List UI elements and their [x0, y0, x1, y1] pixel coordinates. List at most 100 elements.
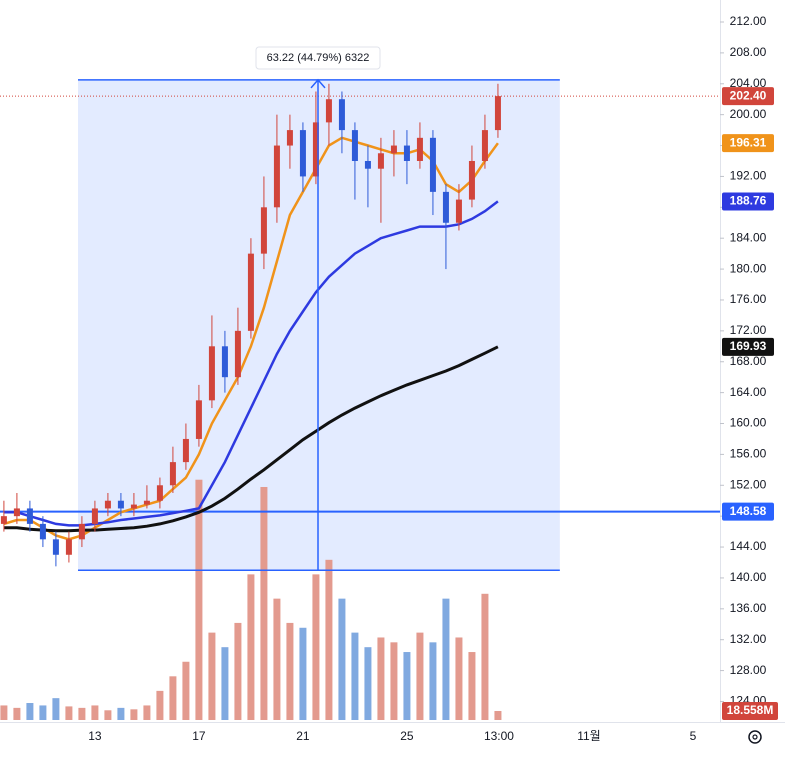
price-label-box: [722, 337, 774, 356]
volume-bar: [429, 642, 437, 720]
volume-bar: [221, 647, 229, 720]
candle-body: [52, 539, 59, 555]
volume-bar: [247, 574, 255, 720]
volume-bar: [351, 632, 359, 720]
volume-bar: [286, 622, 294, 720]
candle-body: [377, 153, 384, 169]
y-tick-label: 164.00: [730, 385, 767, 399]
candle-body: [221, 346, 228, 378]
y-tick-label: 128.00: [730, 663, 767, 677]
candle-body: [143, 500, 150, 505]
price-label: 202.40: [730, 88, 767, 102]
volume-bar: [195, 479, 203, 720]
volume-bar: [65, 706, 73, 720]
x-tick-label: 25: [400, 729, 414, 743]
price-label: 196.31: [730, 135, 767, 149]
candle-body: [104, 500, 111, 509]
volume-bar: [104, 710, 112, 720]
moving-average: [3, 345, 499, 533]
volume-bar: [78, 707, 86, 720]
y-tick-label: 136.00: [730, 601, 767, 615]
volume-bar: [494, 710, 502, 720]
x-tick-label: 17: [192, 729, 206, 743]
volume-bar: [39, 705, 47, 720]
volume-bar: [455, 637, 463, 720]
y-tick-label: 204.00: [730, 76, 767, 90]
volume-bar: [182, 661, 190, 720]
y-tick-label: 156.00: [730, 447, 767, 461]
price-label-box: [722, 192, 774, 211]
x-tick-label: 11월: [577, 729, 601, 743]
volume-bar: [377, 637, 385, 720]
volume-bar: [390, 642, 398, 720]
candle-body: [13, 508, 20, 517]
y-tick-label: 208.00: [730, 45, 767, 59]
price-label-box: [722, 134, 774, 153]
y-tick-label: 132.00: [730, 632, 767, 646]
price-label-box: [722, 87, 774, 106]
y-tick-label: 152.00: [730, 477, 767, 491]
volume-bar: [325, 559, 333, 720]
y-tick-label: 172.00: [730, 323, 767, 337]
y-tick-label: 140.00: [730, 570, 767, 584]
candle-body: [390, 145, 397, 154]
price-label: 169.93: [730, 339, 767, 353]
candle-body: [78, 523, 85, 540]
y-tick-label: 168.00: [730, 354, 767, 368]
settings-icon[interactable]: [748, 730, 762, 744]
candle-body: [455, 199, 462, 223]
y-tick-label: 212.00: [730, 14, 767, 28]
gear-center[interactable]: [752, 734, 758, 740]
candle-body: [325, 99, 332, 123]
volume-bar: [117, 707, 125, 720]
y-tick-label: 144.00: [730, 539, 767, 553]
y-tick-label: 176.00: [730, 292, 767, 306]
measure-label-box: [255, 46, 381, 70]
candle-body: [0, 516, 7, 524]
candle-body: [468, 160, 475, 200]
y-tick-label: 200.00: [730, 107, 767, 121]
volume-label: 18.558M: [727, 703, 774, 717]
candle-body: [442, 191, 449, 223]
candle-body: [195, 400, 202, 439]
candle-body: [338, 99, 345, 131]
volume-bar: [364, 647, 372, 720]
volume-bar: [156, 690, 164, 720]
y-tick-label: 192.00: [730, 169, 767, 183]
volume-bar: [481, 593, 489, 720]
y-tick-label: 160.00: [730, 416, 767, 430]
y-tick-label: 180.00: [730, 261, 767, 275]
volume-bar: [403, 652, 411, 720]
volume-bar: [0, 705, 8, 720]
candle-body: [286, 130, 293, 146]
candle-body: [403, 145, 410, 161]
candle-body: [273, 145, 280, 208]
volume-label-box: [722, 701, 778, 720]
candle-body: [65, 539, 72, 555]
candle-body: [130, 504, 137, 509]
moving-average: [3, 200, 499, 527]
moving-average: [3, 136, 499, 541]
volume-bar: [260, 486, 268, 720]
x-tick-label: 13: [88, 729, 102, 743]
x-tick-label: 13:00: [484, 729, 514, 743]
candle-body: [481, 130, 488, 161]
candle-body: [247, 253, 254, 331]
volume-bar: [130, 709, 138, 720]
volume-bar: [13, 707, 21, 720]
measure-label: 63.22 (44.79%) 6322: [267, 52, 370, 64]
volume-bar: [208, 632, 216, 720]
volume-bar: [143, 705, 151, 720]
volume-bar: [169, 676, 177, 720]
volume-bar: [234, 622, 242, 720]
volume-bar: [312, 574, 320, 720]
volume-bar: [299, 627, 307, 720]
candle-body: [312, 122, 319, 177]
measure-arrow: [310, 78, 326, 89]
volume-bar: [442, 598, 450, 720]
gear[interactable]: [748, 730, 762, 744]
candle-body: [39, 523, 46, 540]
price-label: 188.76: [730, 194, 767, 208]
y-tick-label: 184.00: [730, 230, 767, 244]
